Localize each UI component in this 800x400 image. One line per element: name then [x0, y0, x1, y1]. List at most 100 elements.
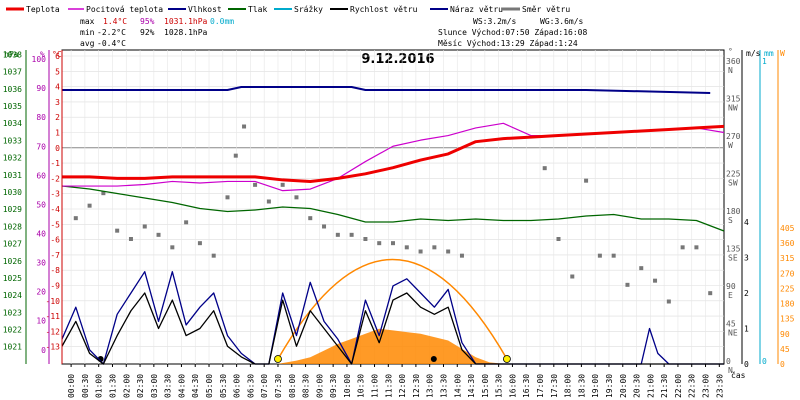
x-tick-label: 19:00	[591, 374, 600, 398]
y-tick-solar: 180	[780, 300, 795, 309]
wind-dir-point	[142, 224, 147, 229]
y-tick-temp: -5	[50, 220, 60, 229]
legend-label-pocitova: Pocitová teplota	[86, 5, 163, 14]
y-tick-temp: -11	[46, 312, 61, 321]
y-tick-dir: 180	[726, 207, 741, 216]
y-tick-temp: -1	[50, 159, 60, 168]
y-tick-temp: -7	[50, 251, 60, 260]
wind-dir-point	[280, 182, 285, 187]
stat-moon: Měsíc Východ:13:29 Západ:1:24	[438, 39, 578, 48]
y-tick-hpa: 1023	[3, 308, 22, 317]
y-tick-pct: 60	[36, 171, 46, 180]
x-tick-label: 01:00	[95, 374, 104, 398]
y-tick-hpa: 1021	[3, 343, 22, 352]
y-tick-wind: 4	[744, 218, 749, 227]
wind-dir-point	[584, 178, 589, 183]
axis-wind-unit: m/s	[746, 49, 761, 58]
y-tick-hpa: 1036	[3, 85, 22, 94]
y-tick-pct: 20	[36, 288, 46, 297]
axis-rain-unit: mm	[764, 49, 774, 58]
wind-dir-point	[597, 253, 602, 258]
x-tick-label: 00:00	[67, 374, 76, 398]
x-tick-label: 03:30	[164, 374, 173, 398]
y-tick-rain: 1	[762, 57, 767, 66]
y-tick-temp: 4	[55, 83, 60, 92]
y-tick-temp: -3	[50, 190, 60, 199]
solar-area	[277, 328, 507, 364]
y-tick-solar: 315	[780, 254, 795, 263]
x-tick-label: 20:00	[619, 374, 628, 398]
y-tick-temp: -10	[46, 297, 61, 306]
wind-dir-point	[294, 195, 299, 200]
wind-dir-point	[242, 124, 247, 129]
x-tick-label: 16:00	[508, 374, 517, 398]
wind-dir-point	[432, 245, 437, 250]
legend-label-rychlost: Rychlost větru	[350, 5, 418, 14]
y-tick-dir-compass: NE	[728, 329, 738, 338]
y-tick-dir: 270	[726, 132, 741, 141]
wind-dir-point	[694, 245, 699, 250]
wind-dir-point	[349, 232, 354, 237]
wind-dir-point	[73, 216, 78, 221]
y-tick-dir-compass: SW	[728, 179, 738, 188]
legend-label-tlak: Tlak	[248, 5, 267, 14]
y-tick-pct: 50	[36, 200, 46, 209]
y-tick-pct: 30	[36, 259, 46, 268]
stat-avg-label: avg	[80, 39, 95, 48]
y-tick-wind: 0	[744, 360, 749, 369]
y-tick-pct: 100	[32, 55, 47, 64]
y-tick-temp: -2	[50, 174, 60, 183]
x-tick-label: 21:00	[646, 374, 655, 398]
x-tick-label: 03:00	[150, 374, 159, 398]
x-tick-label: 15:00	[481, 374, 490, 398]
y-tick-dir-compass: N	[728, 66, 733, 75]
axis-pct-unit: %	[40, 50, 45, 59]
wind-dir-point	[611, 253, 616, 258]
wind-dir-point	[170, 245, 175, 250]
y-tick-solar: 225	[780, 284, 795, 293]
y-tick-temp: -9	[50, 282, 60, 291]
x-tick-label: 13:30	[439, 374, 448, 398]
stat-max-press: 1031.1hPa	[164, 17, 208, 26]
stat-ws: WS:3.2m/s	[473, 17, 517, 26]
y-tick-dir-compass: NW	[728, 104, 738, 113]
y-tick-wind: 1	[744, 325, 749, 334]
y-tick-temp: -8	[50, 266, 60, 275]
stat-wg: WG:3.6m/s	[540, 17, 584, 26]
y-tick-dir: 90	[726, 282, 736, 291]
wind-dir-point	[446, 249, 451, 254]
series-pocitova	[62, 122, 725, 192]
wind-dir-point	[225, 195, 230, 200]
x-tick-label: 14:00	[453, 374, 462, 398]
y-tick-dir-compass: S	[728, 216, 733, 225]
y-tick-hpa: 1034	[3, 119, 22, 128]
wind-dir-point	[556, 237, 561, 241]
y-tick-dir: 360	[726, 57, 741, 66]
x-tick-label: 17:30	[550, 374, 559, 398]
wind-dir-point	[680, 245, 685, 250]
y-tick-dir-compass: SE	[728, 254, 738, 263]
x-tick-label: 09:00	[315, 374, 324, 398]
wind-dir-point	[233, 153, 238, 158]
axis-solar-unit: W	[780, 49, 785, 58]
y-tick-dir: 0	[726, 357, 731, 366]
wind-dir-point	[197, 241, 202, 246]
y-tick-dir-compass: N	[728, 366, 733, 375]
x-tick-label: 10:30	[357, 374, 366, 398]
stat-sun: Slunce Východ:07:50 Západ:16:08	[438, 28, 587, 37]
wind-dir-point	[542, 166, 547, 171]
y-tick-pct: 70	[36, 142, 46, 151]
stat-min-press: 1028.1hPa	[164, 28, 208, 37]
x-tick-label: 11:30	[384, 374, 393, 398]
x-tick-label: 14:30	[467, 374, 476, 398]
y-tick-hpa: 1038	[3, 50, 22, 59]
x-tick-label: 10:00	[343, 374, 352, 398]
y-tick-hpa: 1027	[3, 240, 22, 249]
x-tick-label: 17:00	[536, 374, 545, 398]
stat-min-temp: -2.2°C	[97, 28, 126, 37]
y-tick-temp: 0	[55, 144, 60, 153]
wind-dir-point	[115, 228, 120, 233]
axis-dir-unit: °	[728, 47, 733, 56]
y-tick-dir-compass: E	[728, 291, 733, 300]
y-tick-dir: 315	[726, 95, 741, 104]
